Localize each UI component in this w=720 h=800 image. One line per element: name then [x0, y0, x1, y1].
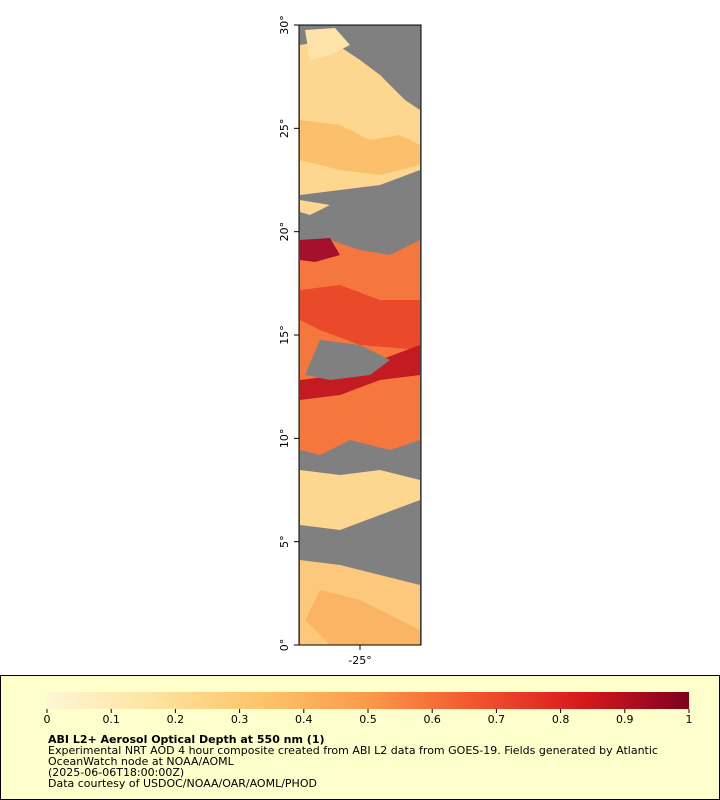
- legend-text: Experimental NRT AOD 4 hour composite cr…: [48, 744, 658, 757]
- y-tick-label: 30°: [278, 15, 291, 35]
- colorbar-tick-label: 0.8: [552, 713, 570, 726]
- map-image: [299, 25, 421, 645]
- colorbar: [47, 692, 689, 709]
- colorbar-tick-label: 0.2: [167, 713, 185, 726]
- aerosol-region: [300, 470, 420, 530]
- aerosol-region: [305, 28, 350, 60]
- legend-text: (2025-06-06T18:00:00Z): [48, 766, 184, 779]
- no-data-area: [305, 340, 390, 380]
- legend-title: ABI L2+ Aerosol Optical Depth at 550 nm …: [48, 733, 325, 746]
- aerosol-region: [300, 238, 340, 262]
- colorbar-tick-label: 0.6: [423, 713, 441, 726]
- x-tick-label: -25°: [348, 654, 371, 667]
- legend-text: OceanWatch node at NOAA/AOML: [48, 755, 235, 768]
- y-tick-label: 20°: [278, 222, 291, 242]
- y-tick-label: 10°: [278, 429, 291, 449]
- colorbar-tick-label: 0.3: [231, 713, 249, 726]
- colorbar-tick-label: 0.4: [295, 713, 313, 726]
- colorbar-tick-label: 0.5: [359, 713, 377, 726]
- y-tick-label: 25°: [278, 119, 291, 139]
- aerosol-region: [305, 590, 420, 645]
- colorbar-tick-label: 1: [686, 713, 693, 726]
- legend-text: Data courtesy of USDOC/NOAA/OAR/AOML/PHO…: [48, 777, 317, 790]
- colorbar-tick-label: 0.1: [102, 713, 120, 726]
- aerosol-region: [300, 200, 330, 215]
- colorbar-tick-label: 0: [44, 713, 51, 726]
- aerosol-region: [300, 120, 420, 175]
- y-tick-label: 0°: [278, 639, 291, 652]
- aerosol-region: [300, 285, 420, 350]
- colorbar-tick-label: 0.7: [488, 713, 506, 726]
- y-tick-label: 15°: [278, 325, 291, 345]
- y-tick-label: 5°: [278, 535, 291, 548]
- colorbar-tick-label: 0.9: [616, 713, 634, 726]
